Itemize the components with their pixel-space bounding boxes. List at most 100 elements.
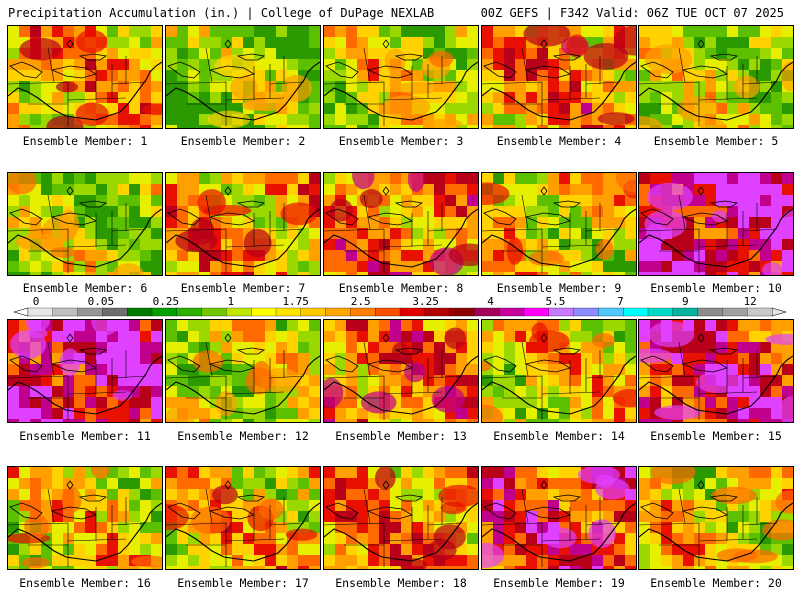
precip-cell xyxy=(423,467,435,479)
precip-cell xyxy=(614,250,626,262)
precip-cell xyxy=(324,533,336,545)
precip-cell xyxy=(8,48,20,60)
precip-cell xyxy=(716,272,728,275)
precip-cell xyxy=(177,261,189,273)
precip-cell xyxy=(694,544,706,556)
state-borders xyxy=(166,341,305,420)
precip-cell xyxy=(151,500,162,512)
station-marker xyxy=(66,186,74,196)
precip-cell xyxy=(548,173,560,185)
precip-cell xyxy=(118,195,130,207)
precip-cell xyxy=(526,386,538,398)
precip-cell xyxy=(298,26,310,38)
precip-cell xyxy=(738,566,750,569)
precip-cell xyxy=(504,419,516,422)
precip-cell xyxy=(254,114,266,126)
precip-cell xyxy=(548,408,560,420)
page-title: Precipitation Accumulation (in.) | Colle… xyxy=(8,6,435,20)
precip-cell xyxy=(625,478,636,490)
precip-cell xyxy=(74,555,86,567)
precip-cell xyxy=(368,37,380,49)
precip-cell xyxy=(63,59,75,71)
precip-cell xyxy=(309,544,320,556)
station-marker xyxy=(224,333,232,343)
precip-maximum xyxy=(243,228,272,258)
precip-cell xyxy=(265,184,277,196)
colorbar-swatch xyxy=(300,307,327,317)
precip-cell xyxy=(625,544,636,556)
precip-cell xyxy=(254,206,266,218)
precip-cell xyxy=(639,386,651,398)
precip-cell xyxy=(683,125,695,128)
precip-cell xyxy=(41,353,53,365)
precip-cell xyxy=(782,250,793,262)
precip-cell xyxy=(705,173,717,185)
precip-cell xyxy=(559,500,571,512)
precip-cell xyxy=(232,195,244,207)
precip-cell xyxy=(118,375,130,387)
precip-cell xyxy=(771,206,783,218)
precip-cell xyxy=(74,272,86,275)
precip-cell xyxy=(309,386,320,398)
precip-cell xyxy=(705,408,717,420)
precip-cell xyxy=(705,331,717,343)
precip-cell xyxy=(30,70,42,82)
precip-cell xyxy=(467,114,478,126)
precip-cell xyxy=(390,364,402,376)
precip-cell xyxy=(368,419,380,422)
precip-cell xyxy=(52,467,64,479)
precip-cell xyxy=(118,511,130,523)
precip-cell xyxy=(63,467,75,479)
precip-cell xyxy=(118,566,130,569)
colorbar-tick-label: 9 xyxy=(682,296,689,308)
precip-maximum xyxy=(431,385,465,413)
precip-cell xyxy=(705,48,717,60)
precip-cell xyxy=(570,70,582,82)
colorbar-swatch xyxy=(598,307,624,317)
precip-cell xyxy=(581,103,593,115)
precip-cell xyxy=(287,331,299,343)
precip-map-4 xyxy=(482,26,636,128)
precip-cell xyxy=(85,70,97,82)
precip-cell xyxy=(368,114,380,126)
precip-cell xyxy=(570,320,582,332)
precip-cell xyxy=(760,419,772,422)
precip-cell xyxy=(166,533,178,545)
state-borders xyxy=(482,488,621,567)
precip-cell xyxy=(324,70,336,82)
precip-cell xyxy=(346,250,358,262)
precip-cell xyxy=(85,364,97,376)
precip-cell xyxy=(390,228,402,240)
precip-cell xyxy=(357,342,369,354)
precip-cell xyxy=(309,173,320,185)
ensemble-panel-18 xyxy=(323,466,479,570)
precip-cell xyxy=(346,331,358,343)
precip-cell xyxy=(771,353,783,365)
precip-cell xyxy=(738,408,750,420)
precip-cell xyxy=(661,566,673,569)
precip-cell xyxy=(63,386,75,398)
precip-cell xyxy=(243,544,255,556)
precip-cell xyxy=(346,184,358,196)
precip-cell xyxy=(265,125,277,128)
member-caption-16: Ensemble Member: 16 xyxy=(19,576,151,590)
precip-cell xyxy=(276,184,288,196)
precip-cell xyxy=(694,522,706,534)
colorbar-swatch xyxy=(375,307,401,317)
precip-cell xyxy=(683,272,695,275)
precip-cell xyxy=(434,228,446,240)
ensemble-panel-19 xyxy=(481,466,637,570)
precip-cell xyxy=(639,566,651,569)
precip-cell xyxy=(52,261,64,273)
precip-cell xyxy=(661,250,673,262)
precip-cell xyxy=(401,261,413,273)
precip-cell xyxy=(570,114,582,126)
precip-cell xyxy=(118,364,130,376)
precip-cell xyxy=(276,566,288,569)
precip-cell xyxy=(346,342,358,354)
precip-cell xyxy=(8,272,20,275)
precip-cell xyxy=(107,342,119,354)
precip-cell xyxy=(537,92,549,104)
precip-cell xyxy=(243,217,255,229)
precip-cell xyxy=(74,419,86,422)
